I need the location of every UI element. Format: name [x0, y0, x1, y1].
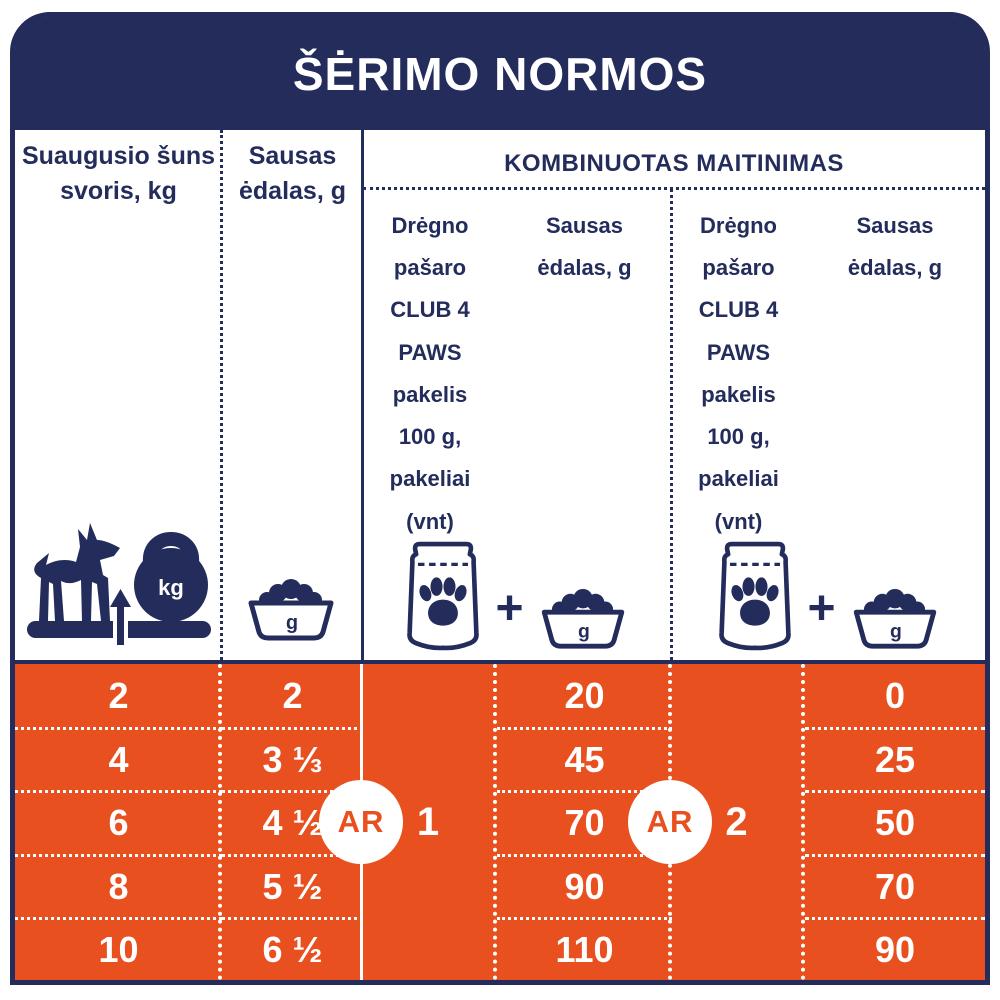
divider-dotted-col-a: [220, 130, 223, 660]
divider-dotted-under-combined: [363, 187, 985, 190]
or-badge-2: AR: [628, 780, 712, 864]
wet-pouch-icon: [719, 541, 792, 651]
page-title: ŠĖRIMO NORMOS: [292, 47, 708, 100]
kg-label: kg: [158, 575, 184, 600]
title-banner: ŠĖRIMO NORMOS: [15, 17, 985, 130]
divider-dotted-white-a: [218, 664, 222, 980]
dry-only-value: 2: [282, 674, 303, 716]
option1-pouch-count: 1: [416, 799, 440, 844]
dry-food-bowl-icon: g: [853, 588, 936, 649]
weight-value: 2: [108, 674, 129, 716]
combo1-dry-value: 70: [497, 790, 672, 853]
subheader-dry-2: Sausas ėdalas, g: [847, 213, 943, 281]
g-label: g: [578, 620, 590, 642]
weight-value: 6: [15, 790, 222, 853]
dry-only-value: 3 ⅓: [222, 727, 363, 790]
or-badge-1: AR: [319, 780, 403, 864]
combined-icons-1: + g: [363, 519, 670, 651]
divider-dotted-white-e: [801, 664, 805, 980]
combined-icons-2: + g: [672, 519, 985, 651]
dog-weight-icon: kg: [23, 517, 215, 651]
combo2-dry-value: 90: [805, 916, 985, 980]
weight-value: 8: [15, 853, 222, 917]
subheader-dry-1: Sausas ėdalas, g: [537, 213, 632, 281]
plus-icon: +: [495, 582, 524, 635]
g-label: g: [890, 620, 902, 642]
weight-value: 10: [15, 916, 222, 980]
combo2-dry-value: 70: [805, 853, 985, 917]
column-header-combined-feeding: KOMBINUOTAS MAITINIMAS: [504, 150, 844, 177]
column-header-dry-food: Sausas ėdalas, g: [239, 142, 346, 205]
combo1-dry-value: 20: [564, 674, 605, 716]
dry-food-bowl-icon: g: [245, 577, 337, 643]
divider-dotted-white-c: [493, 664, 497, 980]
divider-dotted-combined-middle: [670, 189, 673, 660]
g-label: g: [286, 612, 298, 634]
weight-value: 4: [15, 727, 222, 790]
combo2-dry-value: 25: [805, 727, 985, 790]
wet-pouch-icon: [407, 541, 480, 651]
combo2-dry-value: 50: [805, 790, 985, 853]
dry-only-value: 5 ½: [222, 853, 363, 917]
data-rows: 2 2 20 0 4 3 ⅓ 45 25 6 4 ½ 70 50 8 5 ½ 9…: [15, 664, 985, 980]
combo1-dry-value: 110: [497, 916, 672, 980]
dry-only-value: 6 ½: [222, 916, 363, 980]
combo1-dry-value: 45: [497, 727, 672, 790]
combo1-dry-value: 90: [497, 853, 672, 917]
dry-only-value: 4 ½: [222, 790, 363, 853]
divider-solid-col-b: [361, 130, 364, 660]
option2-pouch-count: 2: [725, 799, 748, 844]
plus-icon: +: [807, 582, 836, 635]
data-section: 2 2 20 0 4 3 ⅓ 45 25 6 4 ½ 70 50 8 5 ½ 9…: [15, 660, 985, 980]
subheader-wet-pouch-2: Drėgno pašaro CLUB 4 PAWS pakelis 100 g,…: [698, 213, 779, 534]
dry-food-bowl-icon: g: [541, 588, 624, 649]
column-header-dog-weight: Suaugusio šuns svoris, kg: [21, 142, 216, 205]
subheader-wet-pouch-1: Drėgno pašaro CLUB 4 PAWS pakelis 100 g,…: [389, 213, 471, 534]
combo2-dry-value: 0: [884, 674, 906, 716]
feeding-table: ŠĖRIMO NORMOS Suaugusio šuns svoris, kg …: [10, 12, 990, 985]
